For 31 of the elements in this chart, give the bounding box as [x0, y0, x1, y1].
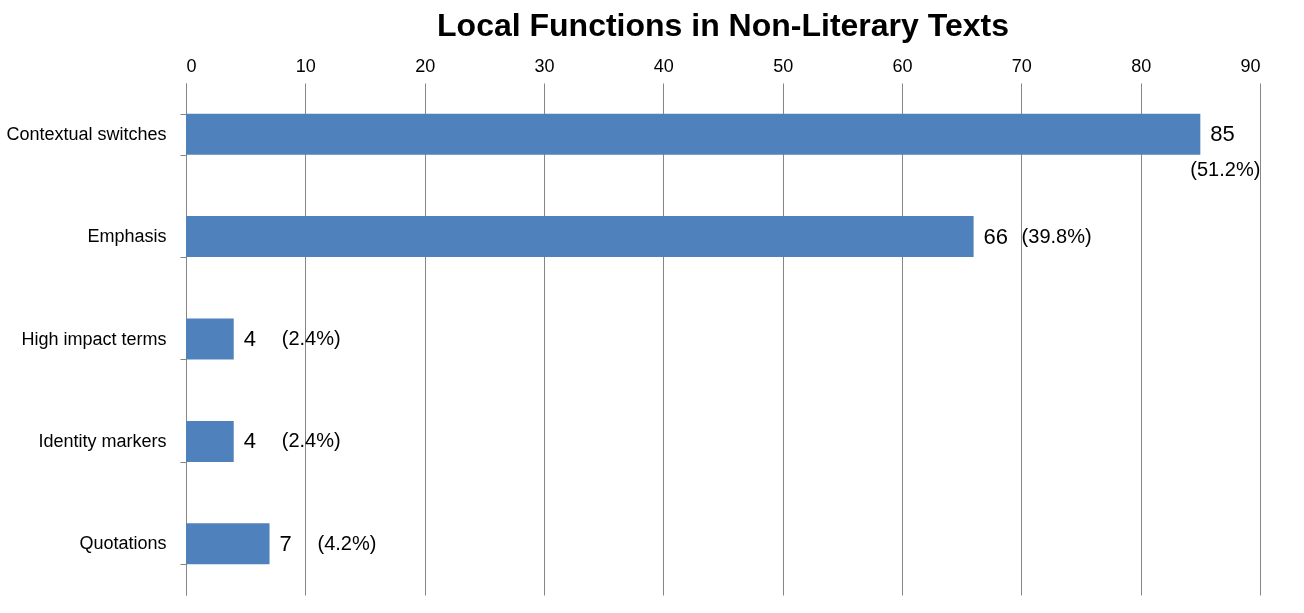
bar [186, 420, 234, 462]
bar [186, 318, 234, 360]
x-tick-label: 20 [415, 55, 436, 76]
annotation: (4.2%) [317, 531, 377, 554]
data-label: 66 [983, 223, 1009, 249]
x-tick-label: 60 [892, 55, 913, 76]
data-label: 7 [279, 530, 292, 556]
annotation: (51.2%) [1190, 158, 1261, 181]
bar [186, 113, 1201, 155]
y-tick-label: Emphasis [87, 226, 167, 247]
x-tick-label: 50 [773, 55, 794, 76]
x-tick-label: 10 [295, 55, 316, 76]
x-tick-label: 30 [534, 55, 555, 76]
bar [186, 523, 270, 565]
data-label: 4 [243, 428, 256, 454]
y-tick-label: High impact terms [21, 328, 167, 349]
x-tick-label: 0 [186, 55, 197, 76]
y-tick-label: Quotations [79, 533, 167, 554]
y-tick-label: Identity markers [38, 430, 167, 451]
bar [186, 216, 974, 258]
x-tick-label: 80 [1131, 55, 1152, 76]
annotation: (2.4%) [281, 327, 341, 349]
y-tick-label: Contextual switches [6, 123, 167, 144]
x-tick-label: 70 [1011, 55, 1032, 76]
x-tick-label: 40 [653, 55, 674, 76]
annotation: (2.4%) [281, 429, 341, 452]
x-tick-label: 90 [1240, 55, 1261, 76]
data-label: 4 [243, 326, 256, 351]
chart-title: Local Functions in Non-Literary Texts [437, 7, 1009, 43]
annotation: (39.8%) [1021, 224, 1092, 247]
data-label: 85 [1210, 121, 1235, 147]
